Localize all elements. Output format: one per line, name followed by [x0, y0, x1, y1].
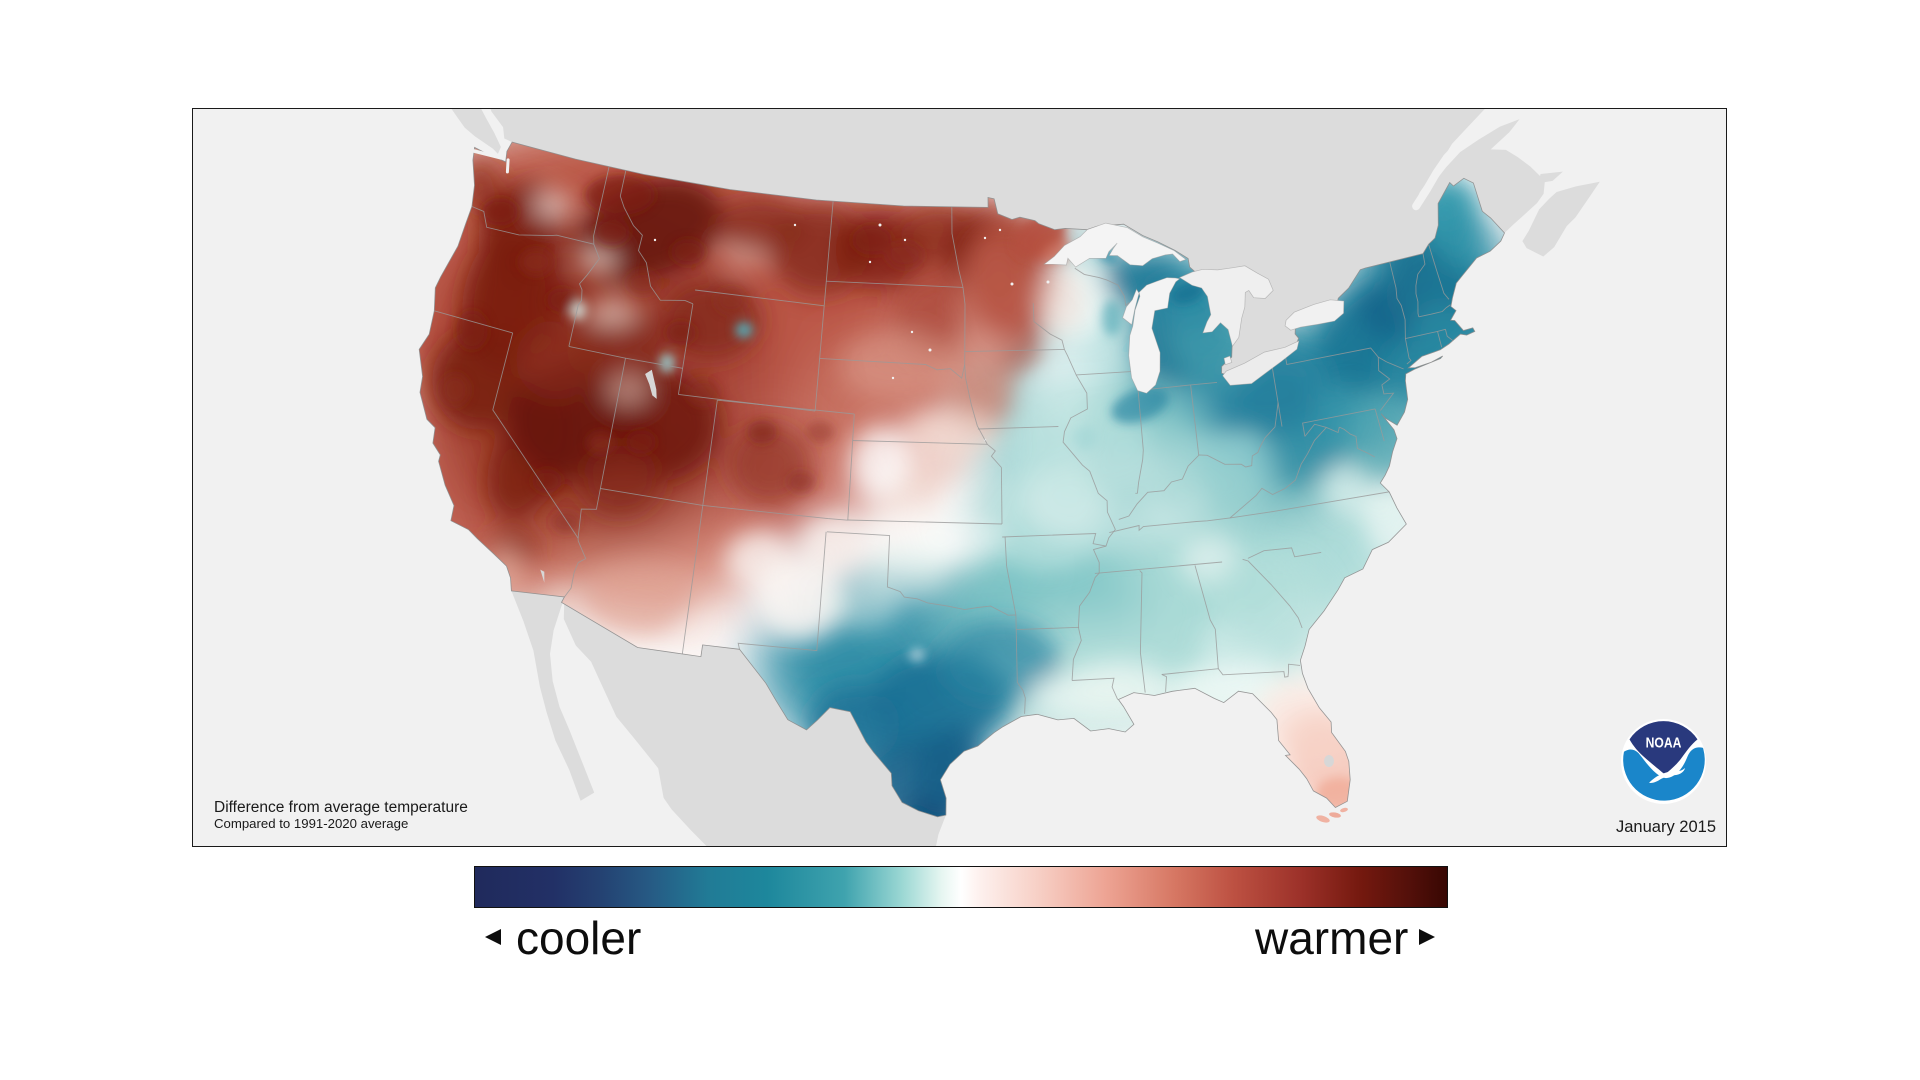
svg-text:NOAA: NOAA	[1646, 735, 1682, 751]
